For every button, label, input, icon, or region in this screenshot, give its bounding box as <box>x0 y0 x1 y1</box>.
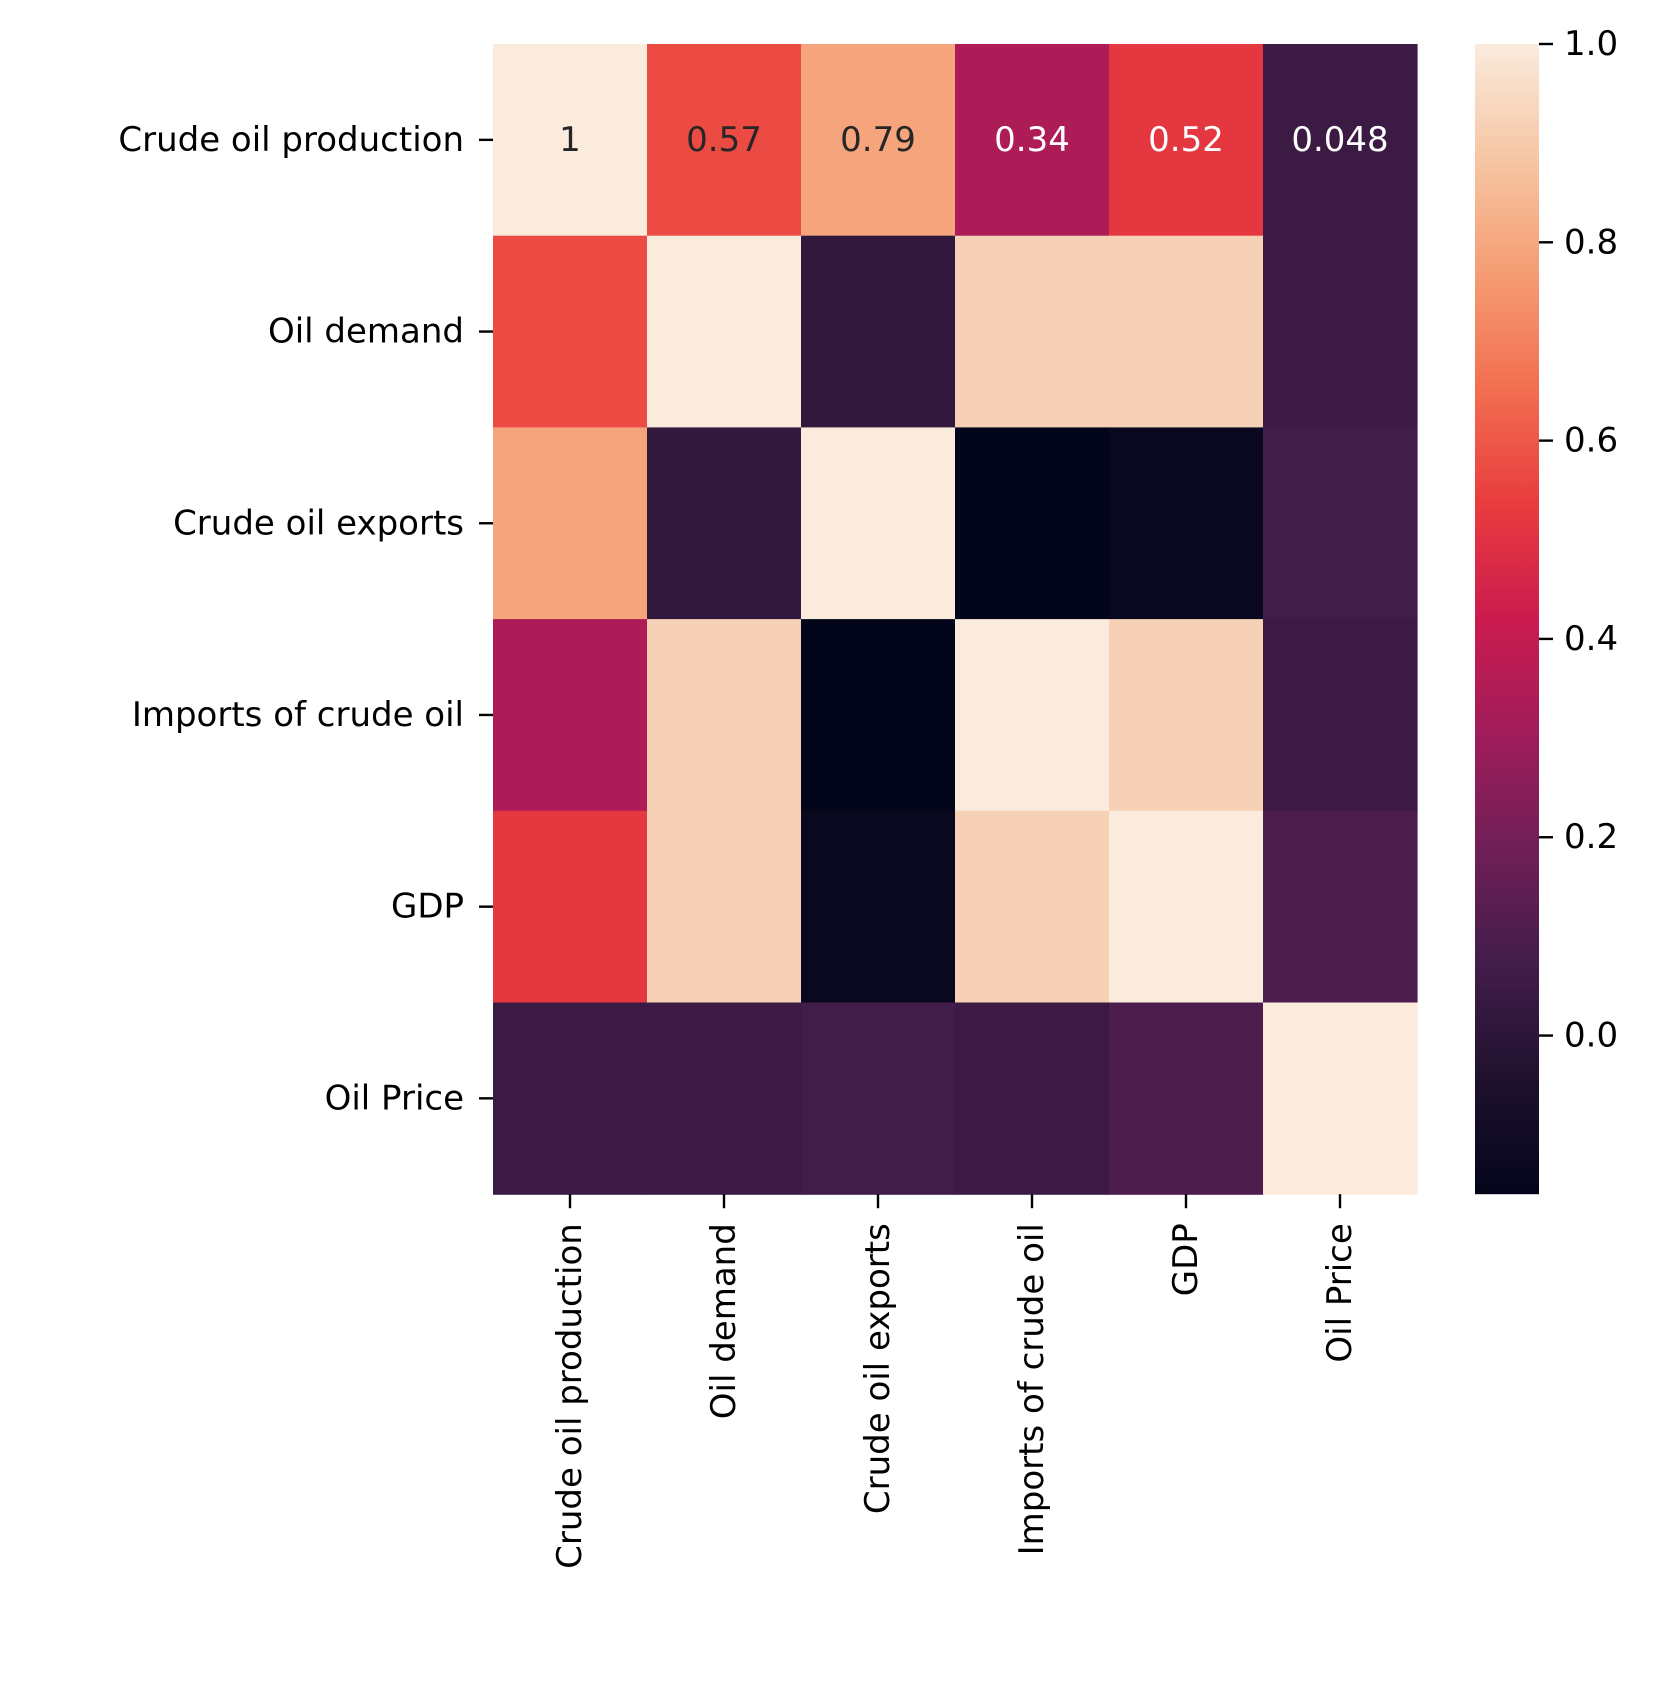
heatmap-cell-gdp-imports-of-crude-oil <box>955 810 1110 1004</box>
x-axis: Crude oil production Oil demand Crude oil … <box>550 1194 1360 1569</box>
heatmap-cell-crude-oil-exports-crude-oil-exports <box>801 427 956 620</box>
x-tick-label: GDP <box>1166 1223 1206 1296</box>
heatmap-cell-gdp-crude-oil-exports <box>801 810 956 1004</box>
x-tick-label: Crude oil production <box>550 1223 590 1569</box>
heatmap-cell-oil-demand-crude-oil-production <box>493 235 648 428</box>
heatmap-cell-crude-oil-production-imports-of-crude-oil <box>955 44 1110 237</box>
y-axis: Crude oil production Oil demand Crude oil … <box>118 120 493 1118</box>
cell-annotation: 0.048 <box>1291 120 1388 160</box>
colorbar-tick-label: 0.2 <box>1564 817 1618 857</box>
heatmap-cell-gdp-crude-oil-production <box>493 810 648 1004</box>
cell-annotation: 0.57 <box>686 120 762 160</box>
heatmap-cell-crude-oil-production-oil-demand <box>647 44 802 237</box>
colorbar-tick-label: 1.0 <box>1564 24 1618 64</box>
heatmap-cell-imports-of-crude-oil-imports-of-crude-oil <box>955 619 1110 812</box>
x-tick-label: Oil Price <box>1320 1223 1360 1362</box>
heatmap-cell-oil-price-crude-oil-production <box>493 1002 648 1195</box>
y-tick-label: GDP <box>391 887 464 927</box>
colorbar-tick-label: 0.8 <box>1564 222 1618 262</box>
y-tick-label: Oil demand <box>268 312 464 352</box>
x-tick-label: Imports of crude oil <box>1012 1223 1052 1555</box>
colorbar-tick-label: 0.4 <box>1564 619 1618 659</box>
colorbar-tick-label: 0.0 <box>1564 1016 1618 1056</box>
heatmap-cell-oil-price-imports-of-crude-oil <box>955 1002 1110 1195</box>
heatmap-cell-crude-oil-exports-oil-demand <box>647 427 802 620</box>
heatmap-cell-crude-oil-production-crude-oil-production <box>493 44 648 237</box>
colorbar-gradient <box>1475 44 1539 1195</box>
heatmap-cell-gdp-gdp <box>1109 810 1264 1004</box>
heatmap-cell-crude-oil-exports-oil-price <box>1263 427 1418 620</box>
x-tick-label: Crude oil exports <box>858 1223 898 1514</box>
y-tick-label: Crude oil production <box>118 120 464 160</box>
heatmap-cell-oil-demand-crude-oil-exports <box>801 235 956 428</box>
colorbar-tick-label: 0.6 <box>1564 421 1618 461</box>
y-tick-label: Imports of crude oil <box>132 695 464 735</box>
heatmap-cell-oil-price-gdp <box>1109 1002 1264 1195</box>
heatmap-cell-oil-price-crude-oil-exports <box>801 1002 956 1195</box>
cell-annotation: 0.34 <box>994 120 1070 160</box>
heatmap-cell-imports-of-crude-oil-crude-oil-exports <box>801 619 956 812</box>
cell-annotation: 0.79 <box>840 120 916 160</box>
heatmap-cell-oil-price-oil-demand <box>647 1002 802 1195</box>
heatmap-cell-imports-of-crude-oil-oil-price <box>1263 619 1418 812</box>
y-tick-label: Crude oil exports <box>173 503 464 543</box>
heatmap-cell-crude-oil-production-gdp <box>1109 44 1264 237</box>
heatmap-cell-oil-demand-imports-of-crude-oil <box>955 235 1110 428</box>
heatmap-cell-crude-oil-exports-crude-oil-production <box>493 427 648 620</box>
heatmap-cell-oil-demand-oil-price <box>1263 235 1418 428</box>
heatmap-cell-crude-oil-exports-gdp <box>1109 427 1264 620</box>
cell-annotation: 1 <box>559 120 581 160</box>
heatmap-cell-crude-oil-production-oil-price <box>1263 44 1418 237</box>
heatmap-cell-imports-of-crude-oil-crude-oil-production <box>493 619 648 812</box>
cell-annotations: 1 0.57 0.79 0.34 0.52 0.048 <box>559 120 1388 160</box>
heatmap-cell-crude-oil-exports-imports-of-crude-oil <box>955 427 1110 620</box>
heatmap-cell-oil-price-oil-price <box>1263 1002 1418 1195</box>
cell-annotation: 0.52 <box>1148 120 1224 160</box>
heatmap-cell-crude-oil-production-crude-oil-exports <box>801 44 956 237</box>
heatmap-cell-oil-demand-gdp <box>1109 235 1264 428</box>
heatmap-cells <box>493 44 1418 1195</box>
heatmap-cell-imports-of-crude-oil-oil-demand <box>647 619 802 812</box>
heatmap-cell-gdp-oil-demand <box>647 810 802 1004</box>
heatmap-cell-oil-demand-oil-demand <box>647 235 802 428</box>
heatmap-cell-gdp-oil-price <box>1263 810 1418 1004</box>
x-tick-label: Oil demand <box>704 1223 744 1419</box>
colorbar: 0.0 0.2 0.4 0.6 0.8 1.0 <box>1475 24 1618 1195</box>
heatmap-cell-imports-of-crude-oil-gdp <box>1109 619 1264 812</box>
y-tick-label: Oil Price <box>325 1078 464 1118</box>
